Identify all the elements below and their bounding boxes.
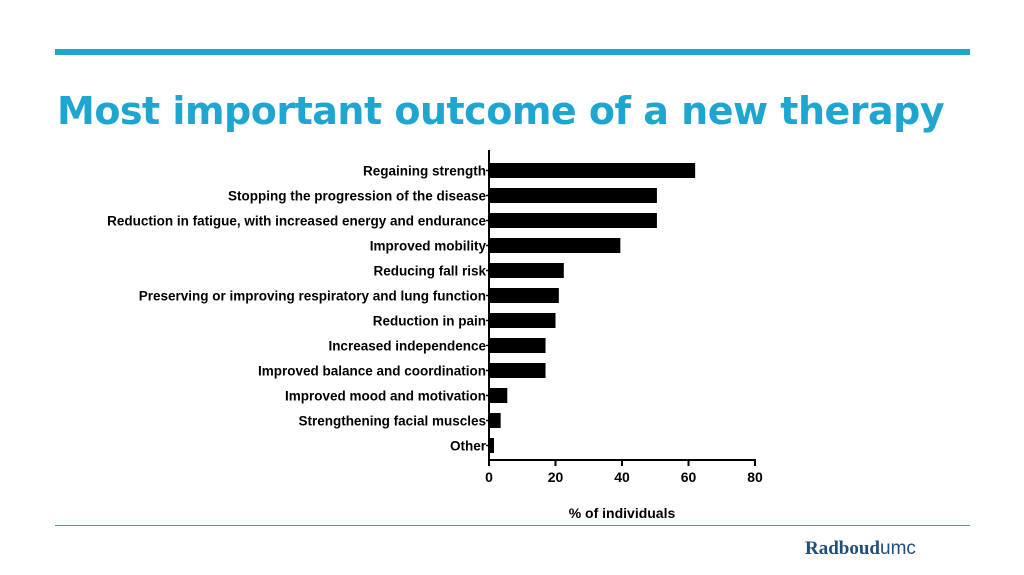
bar	[489, 388, 508, 403]
bar	[489, 438, 494, 453]
x-tick-label: 80	[747, 469, 763, 485]
bar	[489, 363, 546, 378]
category-label: Preserving or improving respiratory and …	[139, 289, 486, 304]
bar	[489, 238, 621, 253]
category-label: Stopping the progression of the disease	[228, 189, 487, 204]
bar	[489, 188, 657, 203]
x-tick-label: 40	[614, 469, 630, 485]
top-accent-rule	[55, 49, 970, 55]
bar	[489, 313, 556, 328]
x-tick-label: 0	[485, 469, 493, 485]
x-tick-label: 60	[681, 469, 697, 485]
category-label: Reduction in pain	[373, 314, 486, 329]
category-label: Improved mood and motivation	[285, 389, 486, 404]
bar-chart: Regaining strength Stopping the progressi…	[107, 150, 763, 521]
category-label: Improved balance and coordination	[258, 364, 486, 379]
bar	[489, 413, 501, 428]
category-label: Increased independence	[328, 339, 486, 354]
bar	[489, 263, 564, 278]
category-labels: Regaining strength Stopping the progressi…	[107, 164, 487, 454]
category-label: Regaining strength	[363, 164, 486, 179]
category-label: Reducing fall risk	[373, 264, 486, 279]
slide-title: Most important outcome of a new therapy	[57, 89, 945, 133]
bar	[489, 338, 546, 353]
bottom-rule	[55, 525, 970, 526]
logo-primary-text: Radboud	[805, 538, 880, 559]
axes: 0 20 40 60 80	[485, 150, 763, 485]
bar	[489, 213, 657, 228]
category-label: Improved mobility	[370, 239, 487, 254]
radboudumc-logo: Radboudumc	[805, 538, 916, 560]
bar	[489, 288, 559, 303]
category-label: Strengthening facial muscles	[298, 414, 486, 429]
x-axis-label: % of individuals	[569, 505, 676, 521]
category-label: Reduction in fatigue, with increased ene…	[107, 214, 486, 229]
category-label: Other	[450, 439, 487, 454]
x-tick-label: 20	[548, 469, 564, 485]
bar	[489, 163, 696, 178]
logo-secondary-text: umc	[880, 538, 916, 559]
bars	[489, 163, 696, 453]
